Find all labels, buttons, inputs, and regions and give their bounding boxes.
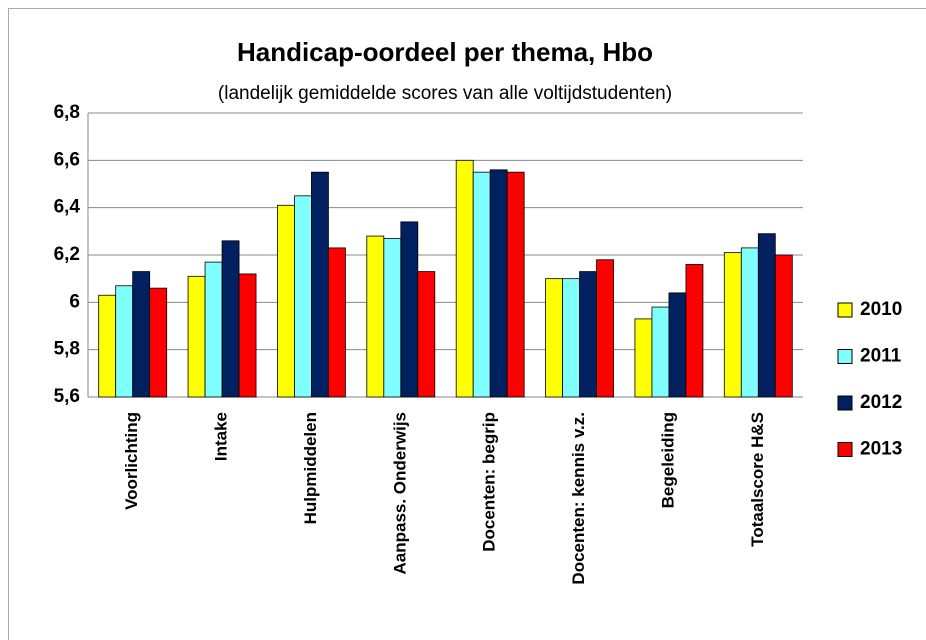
bar <box>115 285 134 398</box>
bar <box>545 278 563 398</box>
bar <box>366 235 385 398</box>
legend-swatch <box>837 302 853 318</box>
x-tick-label: Intake <box>212 412 231 461</box>
bar <box>187 275 206 398</box>
y-tick-label: 6 <box>69 291 80 312</box>
legend-swatch <box>837 395 853 411</box>
bar <box>417 271 436 398</box>
bar <box>489 169 508 398</box>
bar <box>149 287 168 398</box>
bar <box>383 238 402 398</box>
x-tick-label: Begeleiding <box>658 412 677 508</box>
y-tick-label: 6,8 <box>54 102 80 123</box>
bar <box>579 271 597 398</box>
bar <box>472 171 491 398</box>
y-tick-label: 6,2 <box>54 244 80 265</box>
bar <box>400 221 419 398</box>
y-tick-label: 5,8 <box>54 339 80 360</box>
x-tick-label: Hulpmiddelen <box>301 412 320 524</box>
legend-label: 2011 <box>860 346 902 367</box>
bar <box>651 306 670 398</box>
x-tick-label: Docenten: kennis v.z. <box>569 412 588 585</box>
bar <box>132 271 151 398</box>
bar <box>455 159 474 398</box>
legend-label: 2010 <box>860 299 902 320</box>
bar <box>204 261 223 398</box>
bar <box>668 292 687 398</box>
x-tick-label: Voorlichting <box>122 412 141 510</box>
bar <box>238 273 257 398</box>
legend-swatch <box>837 442 853 457</box>
bar <box>98 294 117 398</box>
y-tick-label: 6,6 <box>54 149 80 170</box>
bar <box>596 259 614 398</box>
chart-title: Handicap-oordeel per thema, Hbo <box>237 37 653 67</box>
bar <box>774 254 793 398</box>
bar <box>294 195 312 398</box>
bar <box>740 247 759 398</box>
x-tick-label: Aanpass. Onderwijs <box>390 412 409 575</box>
bar <box>757 233 776 398</box>
y-tick-label: 6,4 <box>54 197 81 218</box>
legend-swatch <box>837 349 853 364</box>
bar <box>634 318 653 398</box>
y-tick-label: 5,6 <box>54 386 80 407</box>
bar <box>221 240 240 398</box>
bar <box>562 278 580 398</box>
chart-subtitle: (landelijk gemiddelde scores van alle vo… <box>218 83 672 104</box>
x-tick-label: Docenten: begrip <box>480 412 499 552</box>
bar <box>685 264 704 398</box>
bar <box>311 171 329 398</box>
bar <box>328 247 346 398</box>
bar <box>277 204 295 398</box>
legend-label: 2013 <box>860 439 902 460</box>
legend-label: 2012 <box>860 392 902 413</box>
bar <box>723 252 742 398</box>
bar <box>506 171 525 398</box>
x-tick-label: Totaalscore H&S <box>748 412 767 547</box>
